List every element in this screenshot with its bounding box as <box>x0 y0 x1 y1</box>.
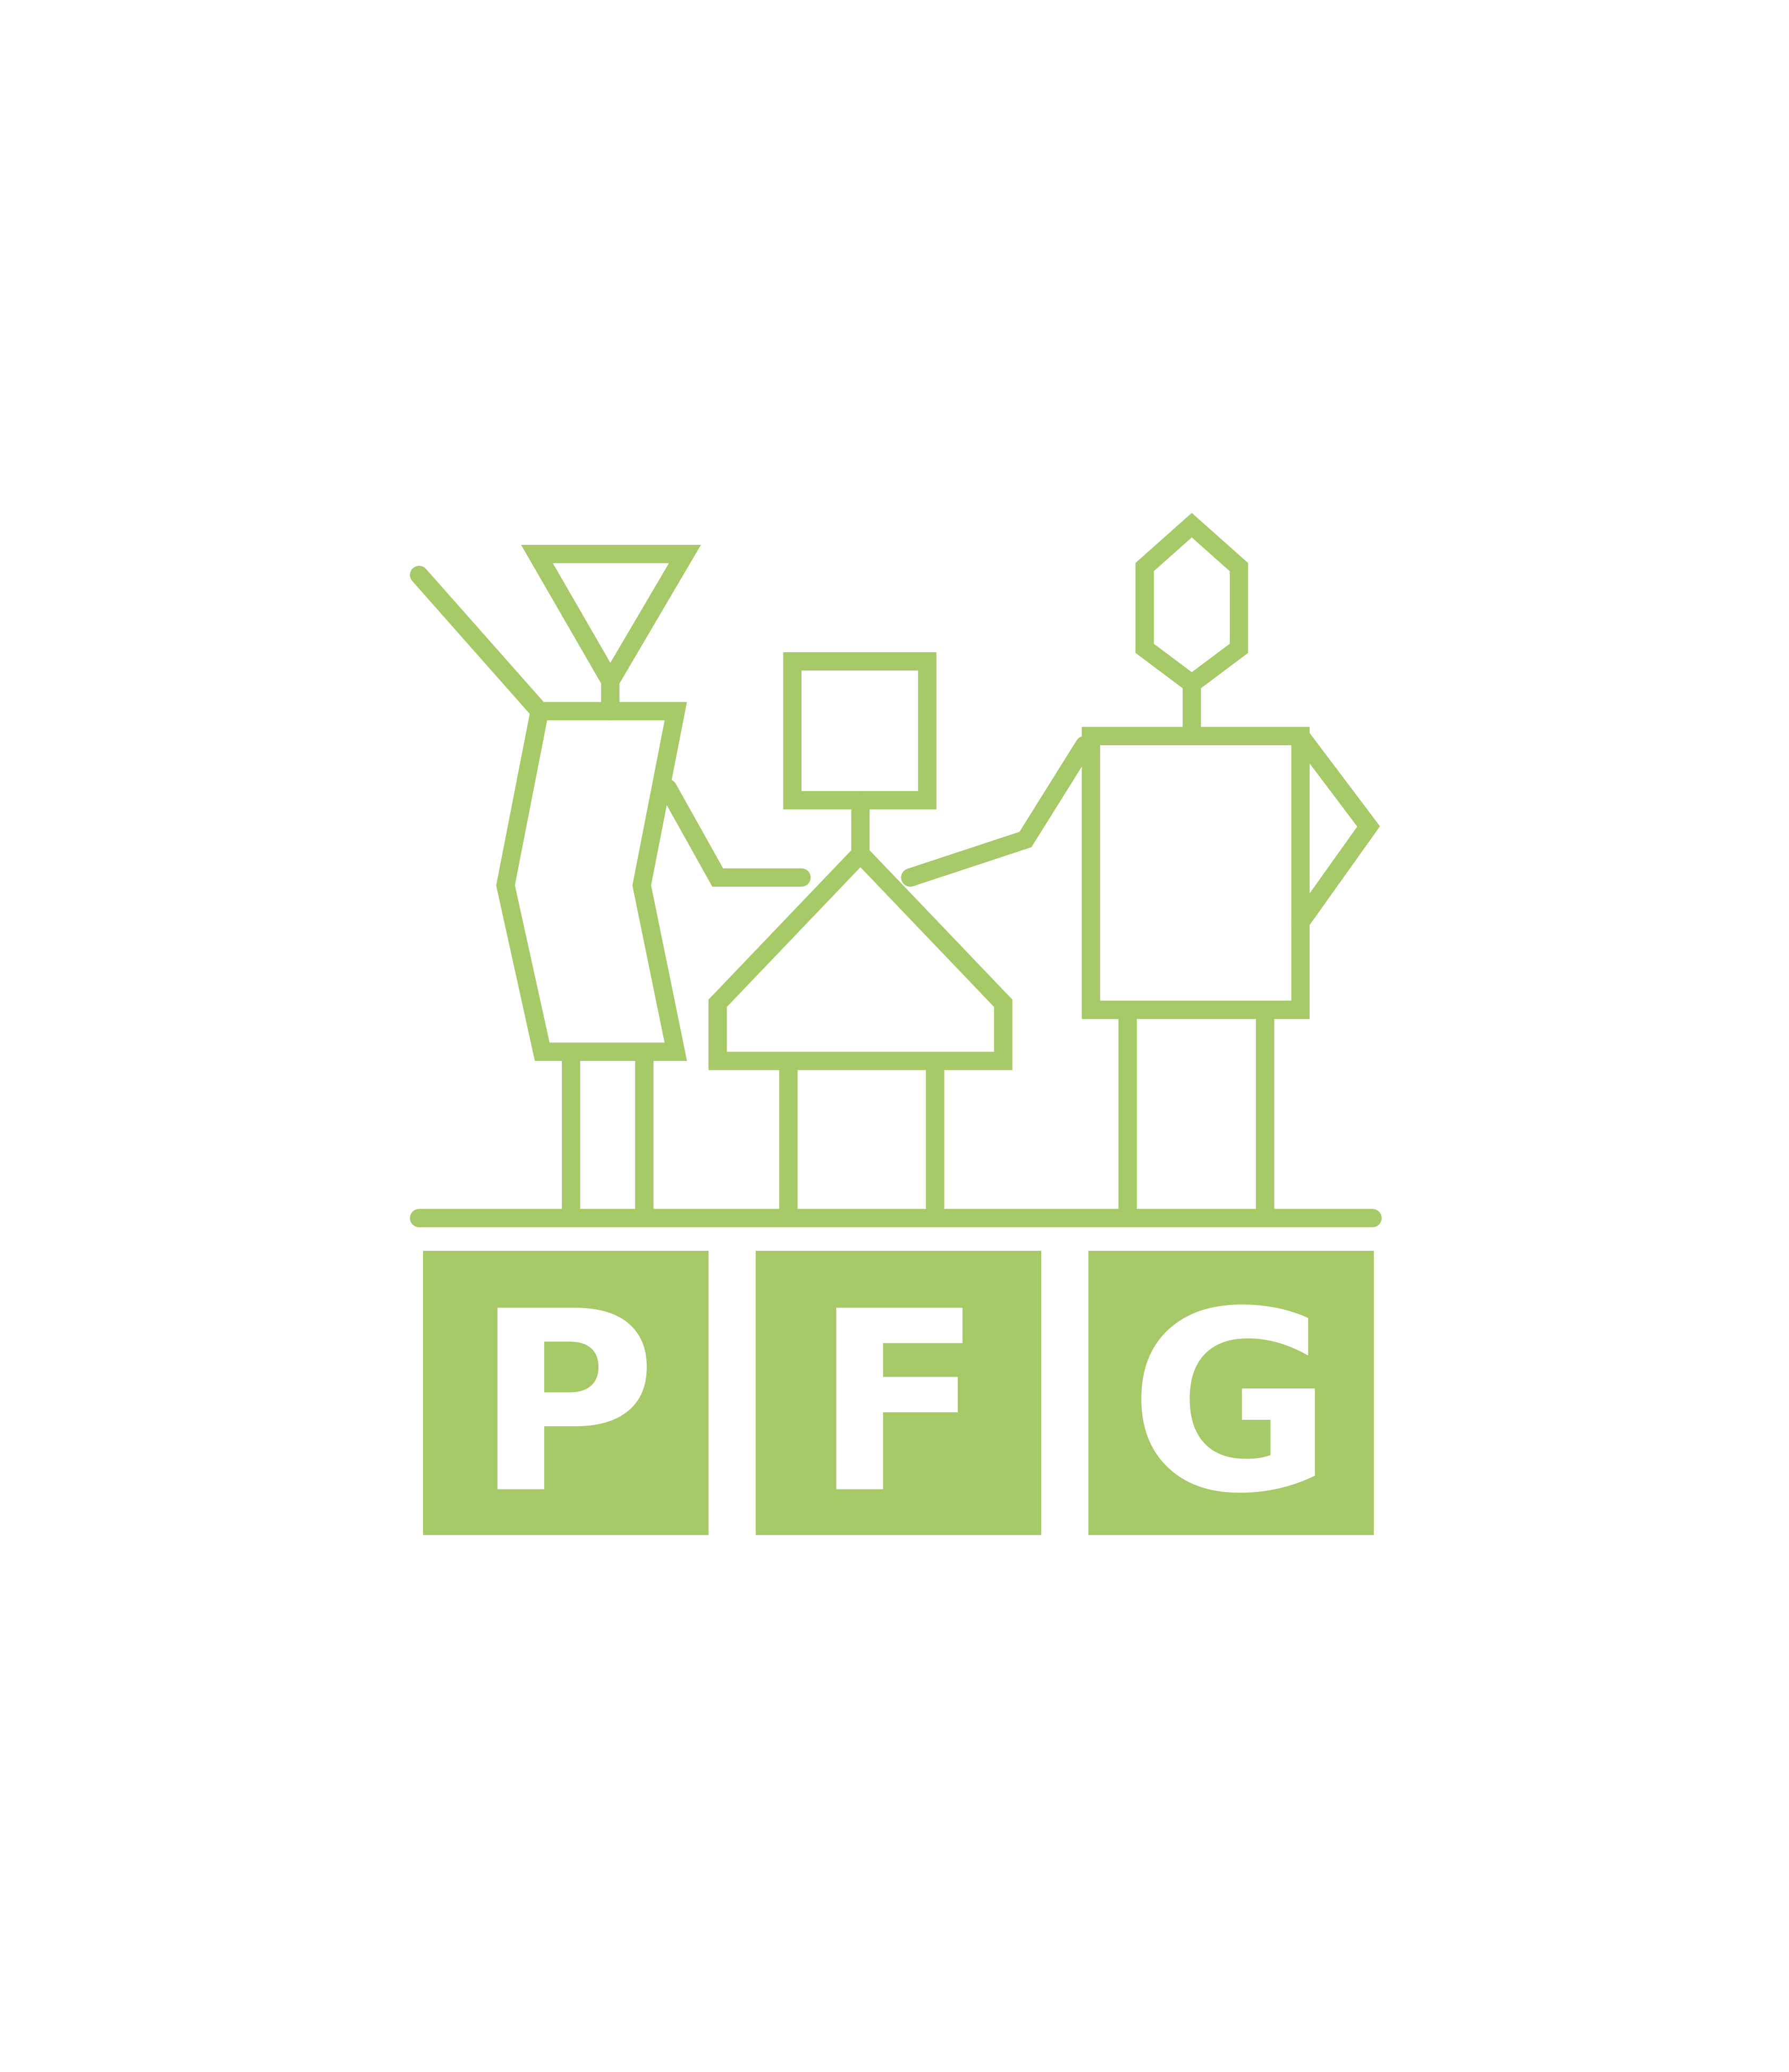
child-icon <box>718 661 1084 1211</box>
letter-f: F <box>813 1259 983 1548</box>
man-icon <box>1091 525 1369 1211</box>
letter-g: G <box>1129 1259 1333 1548</box>
woman-waving-icon <box>419 554 802 1211</box>
letter-p: P <box>475 1259 657 1548</box>
